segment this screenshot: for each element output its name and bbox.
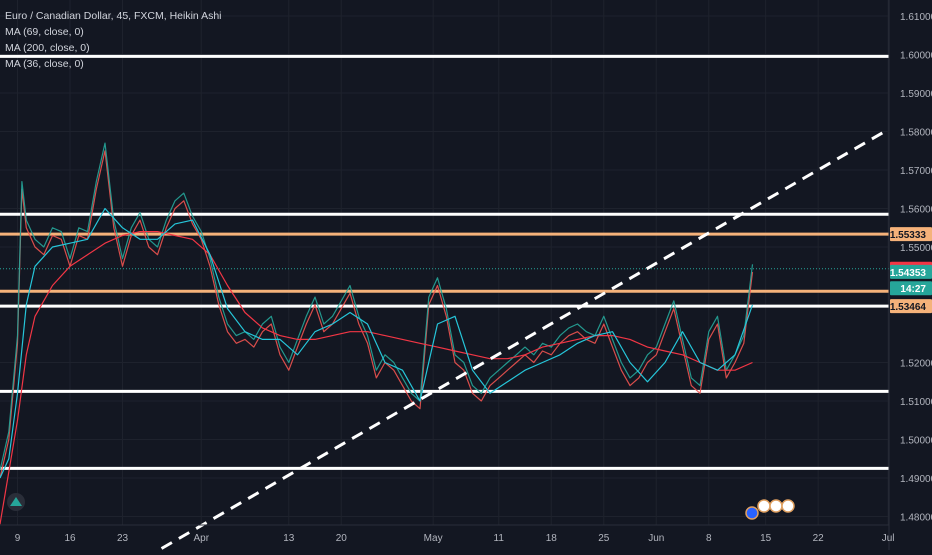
legend: Euro / Canadian Dollar, 45, FXCM, Heikin… <box>5 8 222 72</box>
y-tick-label: 1.55000 <box>900 243 932 254</box>
x-tick-label: 23 <box>117 533 129 544</box>
x-tick-label: 16 <box>64 533 76 544</box>
y-tick-label: 1.57000 <box>900 166 932 177</box>
event-flag-icon <box>769 499 783 513</box>
ma-line[interactable] <box>0 231 753 525</box>
x-tick-label: 13 <box>283 533 295 544</box>
ma-line[interactable] <box>0 207 754 479</box>
price-label-box[interactable] <box>890 264 932 279</box>
x-tick-label: 20 <box>336 533 348 544</box>
price-label-box[interactable] <box>890 281 932 296</box>
y-tick-label: 1.56000 <box>900 205 932 216</box>
y-tick-label: 1.60000 <box>900 51 932 62</box>
y-tick-label: 1.59000 <box>900 89 932 100</box>
y-tick-label: 1.50000 <box>900 436 932 447</box>
event-flag-icon <box>781 499 795 513</box>
y-tick-label: 1.61000 <box>900 12 932 23</box>
event-flag-icon <box>745 506 759 520</box>
event-flag-icon <box>757 499 771 513</box>
y-tick-label: 1.48000 <box>900 513 932 524</box>
price-label: 1.53464 <box>890 302 927 313</box>
x-tick-label: May <box>424 533 443 544</box>
tradingview-logo-icon[interactable] <box>7 493 25 511</box>
y-tick-label: 1.52000 <box>900 359 932 370</box>
price-label: 1.54353 <box>890 268 927 279</box>
x-tick-label: 25 <box>598 533 610 544</box>
ma-36-label[interactable]: MA (36, close, 0) <box>5 58 84 70</box>
price-label: 1.55333 <box>890 230 927 241</box>
x-tick-label: 18 <box>546 533 558 544</box>
ma-200-label[interactable]: MA (200, close, 0) <box>5 42 90 54</box>
x-tick-label: Apr <box>193 533 209 544</box>
x-tick-label: 11 <box>494 533 505 544</box>
y-tick-label: 1.58000 <box>900 128 932 139</box>
event-icons[interactable] <box>745 499 795 520</box>
price-label: 14:27 <box>900 284 926 295</box>
x-tick-label: 8 <box>706 533 712 544</box>
price-line[interactable] <box>0 150 754 479</box>
y-tick-label: 1.49000 <box>900 474 932 485</box>
chart-title[interactable]: Euro / Canadian Dollar, 45, FXCM, Heikin… <box>5 10 222 22</box>
price-label-box[interactable] <box>890 227 932 242</box>
trendline[interactable] <box>127 128 889 555</box>
x-tick-label: 9 <box>15 533 21 544</box>
x-tick-label: Jul <box>882 533 895 544</box>
y-tick-label: 1.51000 <box>900 397 932 408</box>
x-tick-label: Jun <box>648 533 664 544</box>
price-line-upper[interactable] <box>0 142 754 471</box>
ma-69-label[interactable]: MA (69, close, 0) <box>5 26 84 38</box>
x-tick-label: 22 <box>813 533 825 544</box>
price-label-box[interactable] <box>890 299 932 314</box>
x-tick-label: 15 <box>760 533 772 544</box>
